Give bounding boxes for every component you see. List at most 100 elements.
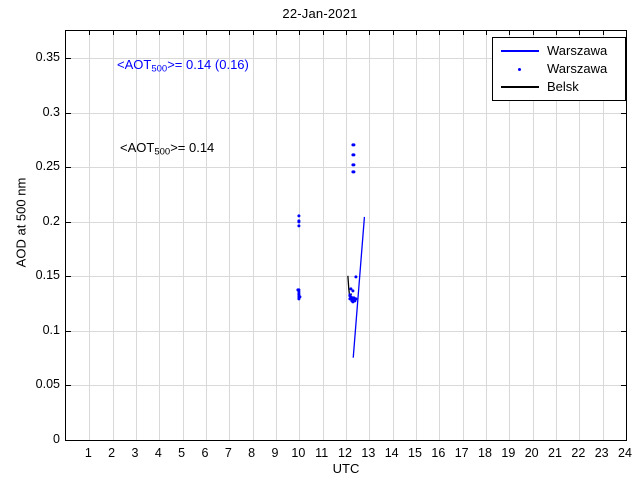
data-point [351,143,356,147]
chart-title: 22-Jan-2021 [282,6,358,21]
x-axis-tick-top [532,31,534,35]
y-axis-label: AOD at 500 nm [13,177,29,268]
legend-label: Warszawa [547,43,608,58]
gridline-vertical [229,31,231,440]
y-axis-tick-label: 0.35 [35,50,60,65]
x-axis-tick-top [579,31,581,35]
gridline-vertical [532,31,534,440]
y-axis-tick-labels: 0 0.05 0.1 0.15 0.2 0.25 0.3 0.35 [0,30,60,446]
x-axis-label: UTC [332,461,360,476]
gridline-vertical [579,31,581,440]
x-axis-tick-top [89,31,91,35]
legend-marker-glyph [518,68,521,71]
data-point [348,297,353,301]
y-axis-tick [66,167,71,169]
x-axis-tick-top [322,31,324,35]
annotation-prefix: <AOT [117,57,152,72]
y-axis-tick [66,276,71,278]
y-axis-tick-label: 0.25 [35,159,60,174]
x-axis-tick-label: 22 [571,446,586,460]
x-axis-tick-label: 7 [224,446,232,460]
x-axis-tick-label: 21 [548,446,562,460]
x-axis-tick-label: 20 [524,446,539,460]
y-axis-tick-label: 0.05 [35,377,60,392]
annotation-belsk-mean: <AOT500>= 0.14 [120,140,214,158]
x-axis-tick-top [159,31,161,35]
y-axis-tick-label: 0.15 [35,268,60,283]
gridline-vertical [462,31,464,440]
x-axis-tick-top [602,31,604,35]
gridline-vertical [602,31,604,440]
x-axis-tick-label: 12 [338,446,352,460]
gridline-horizontal [66,385,626,387]
x-axis-tick-label: 13 [361,446,376,460]
legend-entry[interactable]: Warszawa [493,42,625,60]
y-axis-tick [66,58,71,60]
data-point [350,299,354,303]
legend-marker-glyph [501,50,539,52]
x-axis-tick-label: 2 [108,446,116,460]
x-axis-tick-label: 11 [315,446,329,460]
x-axis-tick-top [182,31,184,35]
data-point [353,297,357,301]
data-point [297,297,301,301]
y-axis-tick-label: 0.1 [42,322,60,337]
legend-marker-line-icon [499,80,541,94]
gridline-vertical [89,31,91,440]
x-axis-tick-top [276,31,277,35]
gridline-horizontal [66,330,626,332]
x-axis-tick-top [229,31,231,35]
x-axis-tick-label: 15 [408,446,422,460]
chart-legend: Warszawa Warszawa Belsk [492,37,626,101]
gridline-vertical [252,31,254,440]
y-axis-tick-label: 0 [53,432,60,446]
gridline-vertical [206,31,207,440]
y-axis-tick-label: 0.3 [42,104,60,119]
y-axis-tick-label: 0.2 [42,213,60,228]
x-axis-tick-top [392,31,394,35]
x-axis-tick-label: 16 [431,446,446,460]
x-axis-tick-top [252,31,254,35]
x-axis-tick-top [369,31,371,35]
x-axis-tick-top [136,31,137,35]
data-point [297,290,301,294]
annotation-prefix: <AOT [120,140,155,155]
x-axis-tick-label: 6 [201,446,209,460]
annotation-warszawa-mean: <AOT500>= 0.14 (0.16) [117,57,249,75]
gridline-vertical [299,31,301,440]
gridline-vertical [136,31,137,440]
data-point [349,287,353,291]
x-axis-tick-top [299,31,301,35]
x-axis-tick-top [509,31,511,35]
gridline-horizontal [66,58,626,60]
y-axis-tick [66,385,71,387]
data-layer [66,31,626,440]
x-axis-tick-label: 8 [248,446,256,460]
data-point [351,163,356,167]
gridline-vertical [556,31,557,440]
data-point [353,298,357,302]
annotation-suffix: >= 0.14 (0.16) [167,57,249,72]
legend-entry[interactable]: Belsk [493,78,625,96]
y-axis-tick [66,221,71,223]
x-axis-tick-label: 23 [594,446,609,460]
gridline-vertical [439,31,441,440]
annotation-suffix: >= 0.14 [170,140,215,155]
data-point [296,288,300,292]
x-axis-tick-label: 19 [501,446,516,460]
legend-entry[interactable]: Warszawa [493,60,625,78]
x-axis-tick-label: 5 [178,446,186,460]
legend-marker-dot-icon [499,62,541,76]
y-axis-tick [66,112,71,114]
data-point [351,170,356,174]
gridline-vertical [276,31,277,440]
data-point [354,275,358,279]
x-axis-tick-label: 9 [271,446,279,460]
data-point [297,219,301,223]
y-axis-tick-right [621,276,626,278]
gridline-vertical [159,31,161,440]
data-point [351,289,355,293]
data-point [297,292,301,296]
x-axis-tick-top [112,31,114,35]
